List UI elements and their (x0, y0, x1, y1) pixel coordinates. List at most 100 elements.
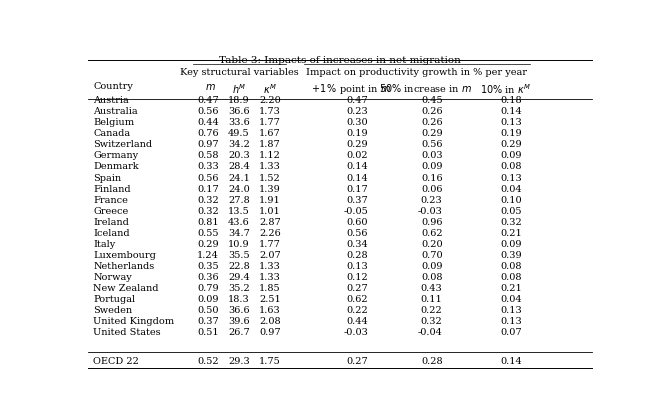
Text: 0.44: 0.44 (346, 317, 368, 326)
Text: 10.9: 10.9 (228, 240, 250, 249)
Text: 1.33: 1.33 (259, 273, 280, 282)
Text: 0.23: 0.23 (421, 196, 443, 205)
Text: 1.01: 1.01 (259, 207, 280, 215)
Text: 35.5: 35.5 (228, 251, 250, 260)
Text: Iceland: Iceland (93, 229, 130, 238)
Text: 0.37: 0.37 (198, 317, 219, 326)
Text: 0.27: 0.27 (346, 284, 368, 293)
Text: 0.14: 0.14 (501, 357, 522, 366)
Text: 2.87: 2.87 (259, 218, 280, 227)
Text: New Zealand: New Zealand (93, 284, 158, 293)
Text: 2.26: 2.26 (259, 229, 280, 238)
Text: 1.91: 1.91 (259, 196, 280, 205)
Text: 0.14: 0.14 (501, 107, 522, 116)
Text: Portugal: Portugal (93, 295, 135, 304)
Text: 0.21: 0.21 (501, 229, 522, 238)
Text: 0.47: 0.47 (198, 97, 219, 105)
Text: 0.02: 0.02 (347, 151, 368, 161)
Text: $\kappa^{M}$: $\kappa^{M}$ (263, 82, 277, 96)
Text: 0.09: 0.09 (198, 295, 219, 304)
Text: 0.10: 0.10 (501, 196, 522, 205)
Text: Australia: Australia (93, 107, 138, 116)
Text: 1.85: 1.85 (259, 284, 280, 293)
Text: 34.2: 34.2 (228, 141, 250, 149)
Text: Austria: Austria (93, 97, 129, 105)
Text: 0.56: 0.56 (347, 229, 368, 238)
Text: 0.13: 0.13 (346, 262, 368, 271)
Text: 0.60: 0.60 (347, 218, 368, 227)
Text: Country: Country (93, 82, 133, 91)
Text: OECD 22: OECD 22 (93, 357, 139, 366)
Text: 33.6: 33.6 (228, 119, 250, 127)
Text: Netherlands: Netherlands (93, 262, 154, 271)
Text: 1.73: 1.73 (259, 107, 280, 116)
Text: 0.28: 0.28 (421, 357, 443, 366)
Text: France: France (93, 196, 128, 205)
Text: 0.19: 0.19 (347, 129, 368, 139)
Text: 18.9: 18.9 (228, 97, 250, 105)
Text: Norway: Norway (93, 273, 132, 282)
Text: 0.32: 0.32 (421, 317, 443, 326)
Text: 0.32: 0.32 (198, 196, 219, 205)
Text: Italy: Italy (93, 240, 115, 249)
Text: 1.77: 1.77 (259, 119, 280, 127)
Text: 0.17: 0.17 (198, 185, 219, 193)
Text: 2.08: 2.08 (259, 317, 280, 326)
Text: 0.70: 0.70 (421, 251, 443, 260)
Text: 1.63: 1.63 (259, 306, 280, 315)
Text: Spain: Spain (93, 173, 121, 183)
Text: 24.1: 24.1 (228, 173, 250, 183)
Text: Denmark: Denmark (93, 163, 139, 171)
Text: 0.08: 0.08 (501, 273, 522, 282)
Text: 36.6: 36.6 (228, 306, 250, 315)
Text: 0.05: 0.05 (501, 207, 522, 215)
Text: 0.03: 0.03 (421, 151, 443, 161)
Text: 0.32: 0.32 (501, 218, 522, 227)
Text: 1.33: 1.33 (259, 163, 280, 171)
Text: 0.28: 0.28 (347, 251, 368, 260)
Text: 0.26: 0.26 (421, 107, 443, 116)
Text: 0.09: 0.09 (421, 262, 443, 271)
Text: 0.56: 0.56 (198, 173, 219, 183)
Text: 0.08: 0.08 (501, 163, 522, 171)
Text: 0.62: 0.62 (347, 295, 368, 304)
Text: 1.77: 1.77 (259, 240, 280, 249)
Text: 0.81: 0.81 (198, 218, 219, 227)
Text: $+1\,\%$ point in $m$: $+1\,\%$ point in $m$ (311, 82, 391, 96)
Text: 0.37: 0.37 (346, 196, 368, 205)
Text: 0.17: 0.17 (346, 185, 368, 193)
Text: 39.6: 39.6 (228, 317, 250, 326)
Text: 0.22: 0.22 (346, 306, 368, 315)
Text: Germany: Germany (93, 151, 139, 161)
Text: 2.07: 2.07 (259, 251, 280, 260)
Text: 0.12: 0.12 (346, 273, 368, 282)
Text: 28.4: 28.4 (228, 163, 250, 171)
Text: 0.06: 0.06 (421, 185, 443, 193)
Text: 0.55: 0.55 (198, 229, 219, 238)
Text: 18.3: 18.3 (228, 295, 250, 304)
Text: 0.18: 0.18 (501, 97, 522, 105)
Text: 0.21: 0.21 (501, 284, 522, 293)
Text: 0.96: 0.96 (421, 218, 443, 227)
Text: 0.04: 0.04 (501, 185, 522, 193)
Text: -0.05: -0.05 (343, 207, 368, 215)
Text: 1.24: 1.24 (197, 251, 219, 260)
Text: 0.56: 0.56 (198, 107, 219, 116)
Text: 0.36: 0.36 (198, 273, 219, 282)
Text: 0.35: 0.35 (198, 262, 219, 271)
Text: 1.12: 1.12 (259, 151, 280, 161)
Text: 0.04: 0.04 (501, 295, 522, 304)
Text: 0.13: 0.13 (501, 317, 522, 326)
Text: 0.11: 0.11 (421, 295, 443, 304)
Text: 0.79: 0.79 (198, 284, 219, 293)
Text: 0.45: 0.45 (421, 97, 443, 105)
Text: Belgium: Belgium (93, 119, 135, 127)
Text: 0.44: 0.44 (198, 119, 219, 127)
Text: 0.08: 0.08 (421, 273, 443, 282)
Text: 0.76: 0.76 (198, 129, 219, 139)
Text: $m$: $m$ (205, 82, 215, 92)
Text: 0.09: 0.09 (501, 240, 522, 249)
Text: Finland: Finland (93, 185, 131, 193)
Text: Table 3: Impacts of increases in net migration: Table 3: Impacts of increases in net mig… (219, 56, 461, 64)
Text: United Kingdom: United Kingdom (93, 317, 174, 326)
